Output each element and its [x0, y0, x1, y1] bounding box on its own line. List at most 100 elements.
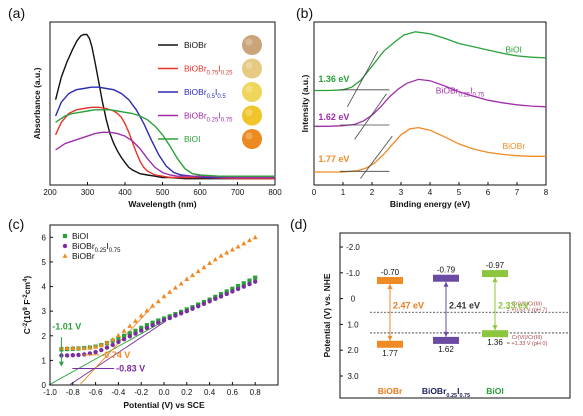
- data-point: [150, 303, 156, 308]
- linear-fit-line: [79, 305, 153, 386]
- x-tick-label: -0.2: [134, 388, 148, 397]
- data-point: [207, 260, 213, 266]
- x-tick-label: -0.8: [66, 388, 80, 397]
- data-point: [98, 342, 104, 348]
- data-point: [229, 247, 235, 252]
- x-tick-label: 0.6: [227, 388, 239, 397]
- series-label: BiOBr: [503, 141, 526, 151]
- legend-entry: BiOBr: [72, 251, 95, 261]
- series-line-1: [54, 106, 275, 180]
- y-tick-label: 5: [42, 258, 47, 267]
- legend-marker: [62, 233, 68, 239]
- onset-label: 1.77 eV: [318, 154, 349, 164]
- data-point: [173, 313, 178, 318]
- data-point: [144, 308, 150, 313]
- y-tick-label: 1.0: [347, 320, 359, 329]
- material-label: BiOBr0.25I0.75: [422, 386, 470, 399]
- valence-band-xps-chart: (b) BiOI BiOBr0.25I0.75 BiOBr 1.36 eV 1.62 eV…: [296, 5, 549, 209]
- reference-label: = +1.33 V (pH 0): [507, 341, 548, 347]
- data-point: [87, 344, 93, 350]
- powder-sample-photo: [242, 58, 262, 79]
- x-tick-label: 800: [268, 188, 282, 197]
- x-tick-label: -1.0: [43, 388, 57, 397]
- panel-label: (d): [290, 216, 307, 232]
- x-tick-label: 0.0: [158, 388, 170, 397]
- data-point: [190, 306, 195, 311]
- y-tick-label: 4: [42, 283, 47, 292]
- x-axis-label: Potential (V) vs SCE: [123, 400, 205, 410]
- data-point: [167, 289, 173, 294]
- y-tick-label: 0: [351, 295, 356, 304]
- data-point: [127, 331, 132, 336]
- material-label: BiOBr: [378, 386, 403, 396]
- data-point: [93, 344, 99, 349]
- data-point: [127, 323, 133, 328]
- data-point: [218, 253, 224, 258]
- data-point: [212, 256, 218, 262]
- data-point: [150, 322, 155, 328]
- data-point: [167, 315, 172, 321]
- data-point: [144, 323, 149, 328]
- spectrum-line-0: [314, 31, 547, 92]
- x-tick-label: 600: [193, 188, 207, 197]
- x-tick-label: 300: [81, 188, 95, 197]
- data-point: [218, 294, 224, 299]
- y-tick-label: 3.0: [347, 372, 359, 381]
- legend-entry: BiOI: [72, 231, 89, 241]
- data-point: [196, 304, 201, 309]
- x-tick-label: 8: [544, 188, 549, 197]
- powder-sample-photo: [242, 129, 262, 149]
- cb-value-label: -0.97: [486, 261, 505, 270]
- data-point: [178, 311, 184, 316]
- onset-label: 1.36 eV: [318, 74, 349, 84]
- y-axis-label: Absorbance (a.u.): [32, 67, 42, 139]
- data-point: [116, 339, 121, 345]
- data-point: [150, 320, 155, 325]
- data-point: [161, 293, 167, 299]
- valence-band-bar: [433, 336, 459, 344]
- powder-highlight: [245, 38, 253, 46]
- cb-value-label: -0.79: [437, 266, 456, 275]
- data-point: [133, 328, 138, 333]
- x-tick-label: 0: [312, 188, 317, 197]
- panel-c: (c) BiOI BiOBr0.25I0.75 BiOBr -1.01 V -0.74 V…: [0, 213, 290, 416]
- data-point: [64, 353, 70, 358]
- data-point: [247, 281, 252, 287]
- powder-sample-photo: [242, 82, 262, 102]
- data-point: [104, 340, 110, 345]
- material-label: BiOI: [486, 386, 503, 396]
- bandgap-label: 2.33 eV: [498, 300, 529, 310]
- reference-label: Cr(VI)/Cr(III): [512, 335, 542, 341]
- x-tick-label: 0.4: [204, 388, 216, 397]
- panel-d: (d) -2.0 -1.0 0 1.0 2.0 3.0 Potential (V) vs. N…: [290, 213, 583, 416]
- vb-value-label: 1.62: [438, 345, 454, 354]
- data-point: [121, 328, 127, 333]
- legend-entry: BiOBr0.25I0.75: [184, 111, 233, 124]
- panel-a: (a) 200 300 400 500 600 700 800 Wavelength (nm) A…: [0, 0, 296, 213]
- data-point: [241, 281, 246, 286]
- data-point: [184, 276, 190, 282]
- bandgap-arrow-head: [387, 335, 393, 341]
- series-points-1: [59, 279, 258, 358]
- x-tick-label: 0.8: [250, 388, 262, 397]
- y-tick-label: -2.0: [346, 243, 360, 252]
- data-point: [116, 336, 121, 341]
- data-point: [127, 334, 132, 339]
- data-point: [144, 325, 150, 331]
- bandgap-label: 2.41 eV: [449, 300, 480, 310]
- data-point: [70, 353, 76, 358]
- absorbance-chart: (a) 200 300 400 500 600 700 800 Wavelength (nm) A…: [8, 5, 282, 209]
- x-tick-label: 2: [370, 188, 375, 197]
- bandgap-arrow-head: [443, 281, 449, 287]
- data-point: [133, 331, 138, 336]
- conduction-band-bar: [377, 277, 403, 285]
- spectrum-line-2: [314, 126, 546, 173]
- bandgap-arrow-head: [443, 331, 449, 337]
- x-tick-label: 0.2: [181, 388, 193, 397]
- intercept-label: -1.01 V: [52, 322, 81, 332]
- bandgap-arrow-head: [492, 277, 498, 283]
- data-point: [230, 286, 235, 291]
- data-point: [172, 285, 178, 290]
- linear-fit-line: [69, 321, 165, 386]
